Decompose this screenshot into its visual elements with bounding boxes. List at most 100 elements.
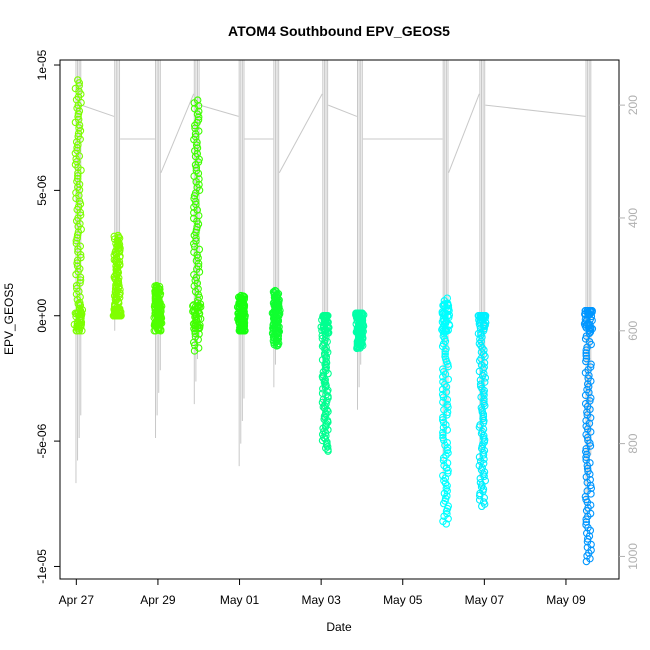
data-point — [76, 300, 84, 309]
data-point — [194, 301, 203, 310]
data-point — [443, 395, 452, 404]
series-3-points — [189, 96, 205, 355]
pressure-transit-line — [328, 104, 358, 117]
data-point — [76, 279, 84, 287]
data-point — [236, 327, 244, 335]
series-5-points — [268, 286, 284, 350]
data-point — [156, 326, 165, 334]
data-point — [445, 311, 454, 319]
data-point — [73, 322, 81, 331]
data-point — [439, 423, 448, 432]
data-point — [275, 323, 283, 331]
data-point — [194, 324, 202, 333]
x-axis-label: Date — [326, 620, 352, 634]
data-point — [192, 228, 200, 237]
data-point — [352, 309, 360, 317]
data-points-layer — [70, 76, 597, 566]
data-point — [582, 521, 590, 529]
data-point — [587, 484, 596, 492]
data-point — [584, 308, 592, 316]
x-axis: Apr 27 Apr 29 May 01 May 03 May 05 May 07 May … — [59, 578, 586, 607]
data-point — [443, 426, 452, 434]
right-tick-label: 200 — [626, 95, 640, 115]
data-point — [74, 172, 82, 180]
data-point — [76, 211, 85, 220]
data-point — [444, 362, 452, 371]
data-point — [113, 311, 121, 320]
right-axis: 200 400 600 800 1000 — [619, 95, 640, 570]
data-point — [74, 326, 83, 334]
series-4-points — [233, 291, 249, 335]
data-point — [438, 385, 447, 394]
data-point — [73, 146, 81, 155]
series-8-points — [438, 294, 454, 528]
data-point — [115, 306, 124, 314]
pressure-transit-line — [278, 93, 323, 174]
series-10-points — [580, 306, 597, 566]
x-tick-label: Apr 27 — [59, 593, 95, 607]
data-point — [114, 231, 122, 240]
data-point — [237, 291, 245, 300]
data-point — [151, 301, 159, 309]
data-point — [582, 324, 591, 332]
data-point — [355, 322, 364, 330]
data-point — [271, 286, 279, 295]
data-point — [73, 174, 82, 183]
data-point — [274, 300, 283, 308]
data-point — [444, 301, 453, 310]
series-0-points — [70, 76, 87, 335]
y-tick-label: -1e-05 — [35, 549, 49, 584]
data-point — [479, 321, 488, 330]
data-point — [443, 492, 451, 500]
data-point — [586, 328, 595, 336]
y-axis: -1e-05 -5e-06 0e+00 5e-06 1e-05 — [35, 49, 61, 584]
data-point — [438, 416, 447, 424]
data-point — [439, 327, 447, 336]
data-point — [440, 300, 449, 308]
y-tick-label: 5e-06 — [35, 175, 49, 206]
data-point — [480, 378, 489, 386]
data-point — [240, 327, 249, 335]
data-point — [115, 282, 123, 290]
y-tick-label: 0e+00 — [35, 299, 49, 333]
right-tick-label: 600 — [626, 320, 640, 340]
data-point — [475, 367, 484, 376]
data-point — [354, 314, 362, 323]
data-point — [73, 319, 82, 327]
series-9-points — [474, 311, 490, 511]
data-point — [440, 405, 448, 414]
pressure-transit-line — [81, 104, 115, 117]
data-point — [588, 316, 596, 325]
data-point — [73, 284, 81, 293]
data-point — [320, 316, 329, 325]
data-point — [154, 325, 163, 334]
data-point — [270, 317, 279, 325]
data-point — [319, 311, 327, 320]
data-point — [444, 515, 452, 523]
data-point — [439, 301, 447, 310]
data-point — [189, 302, 197, 310]
pressure-transit-line — [160, 93, 195, 174]
data-point — [72, 239, 81, 248]
data-point — [439, 413, 447, 422]
data-point — [441, 309, 450, 318]
data-point — [440, 317, 448, 326]
series-7-points — [352, 309, 368, 353]
series-2-points — [150, 281, 166, 335]
data-point — [479, 498, 488, 506]
data-point — [443, 459, 452, 467]
data-point — [476, 478, 485, 487]
data-point — [155, 312, 164, 320]
pressure-transit-line — [448, 93, 480, 174]
data-point — [586, 325, 595, 334]
data-point — [77, 314, 85, 322]
data-point — [438, 390, 447, 399]
data-point — [476, 380, 485, 389]
data-point — [152, 281, 161, 290]
data-point — [476, 376, 485, 384]
data-point — [195, 310, 203, 318]
data-point — [268, 329, 277, 338]
right-tick-label: 800 — [626, 433, 640, 453]
data-point — [192, 166, 201, 175]
data-point — [73, 262, 82, 270]
